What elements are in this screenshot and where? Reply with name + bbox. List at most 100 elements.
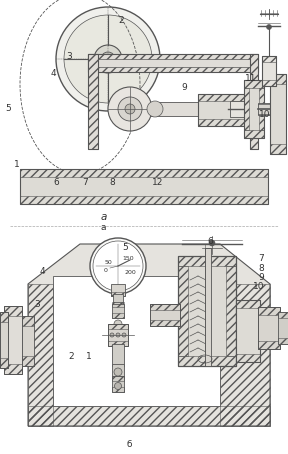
Bar xyxy=(244,80,264,138)
Bar xyxy=(250,54,258,149)
Bar xyxy=(20,169,268,204)
Circle shape xyxy=(201,103,213,115)
Bar xyxy=(112,376,124,392)
Bar xyxy=(113,294,123,306)
Bar xyxy=(111,284,125,296)
Bar xyxy=(250,54,258,149)
Text: а: а xyxy=(101,222,107,232)
Bar xyxy=(112,302,124,307)
Bar xyxy=(178,266,188,356)
Polygon shape xyxy=(28,244,270,426)
Text: 10: 10 xyxy=(253,282,265,291)
Bar xyxy=(22,316,34,366)
Circle shape xyxy=(101,52,115,66)
Bar xyxy=(205,248,211,366)
Bar xyxy=(270,144,286,154)
Bar xyxy=(112,376,124,381)
Text: 2: 2 xyxy=(118,16,124,25)
Circle shape xyxy=(108,87,152,131)
Bar xyxy=(112,387,124,392)
Text: 0: 0 xyxy=(104,267,108,272)
Circle shape xyxy=(118,97,142,121)
Bar xyxy=(258,103,270,115)
Circle shape xyxy=(114,368,122,376)
Circle shape xyxy=(110,333,114,337)
Bar xyxy=(259,88,264,130)
Text: 10: 10 xyxy=(259,110,270,119)
Bar xyxy=(270,74,286,84)
Text: 200: 200 xyxy=(124,270,136,275)
Bar xyxy=(22,356,34,366)
Bar xyxy=(230,101,260,117)
Bar xyxy=(4,306,22,316)
Bar xyxy=(20,169,268,177)
Bar xyxy=(198,94,246,101)
Circle shape xyxy=(115,383,122,390)
Bar xyxy=(178,256,236,266)
Bar xyxy=(178,256,236,366)
Bar xyxy=(28,284,53,426)
Bar xyxy=(236,300,260,362)
Bar xyxy=(22,316,34,326)
Bar xyxy=(236,300,260,308)
Text: 3: 3 xyxy=(34,300,40,309)
Bar xyxy=(220,284,270,426)
Bar xyxy=(112,364,124,378)
Bar xyxy=(150,304,180,310)
Text: 150: 150 xyxy=(122,256,134,261)
Bar xyxy=(113,302,123,306)
Bar xyxy=(236,354,260,362)
Bar xyxy=(262,56,276,86)
Circle shape xyxy=(114,320,122,328)
Text: 1: 1 xyxy=(14,160,20,169)
Circle shape xyxy=(90,238,146,294)
Text: 7: 7 xyxy=(259,254,264,263)
Bar xyxy=(244,130,264,138)
Text: 8: 8 xyxy=(109,178,115,187)
Bar xyxy=(88,67,258,72)
Bar xyxy=(4,364,22,374)
Text: 6: 6 xyxy=(207,237,213,246)
Text: 9: 9 xyxy=(181,83,187,92)
Bar xyxy=(198,94,246,126)
Bar xyxy=(0,0,288,224)
Text: 50: 50 xyxy=(104,260,112,265)
Bar xyxy=(150,304,180,326)
Bar xyxy=(258,307,280,349)
Text: 3: 3 xyxy=(66,52,72,61)
Bar xyxy=(150,102,215,116)
Text: 6: 6 xyxy=(53,178,59,187)
Bar xyxy=(258,341,280,349)
Circle shape xyxy=(122,333,126,337)
Circle shape xyxy=(64,15,152,103)
Bar xyxy=(258,307,280,315)
Text: 5: 5 xyxy=(122,243,128,252)
Text: 8: 8 xyxy=(259,264,264,273)
Bar xyxy=(108,324,128,346)
Circle shape xyxy=(125,104,135,114)
Bar xyxy=(278,312,288,344)
Text: 12: 12 xyxy=(152,178,164,187)
Text: 7: 7 xyxy=(82,178,88,187)
Bar xyxy=(0,312,8,368)
Bar xyxy=(278,312,288,318)
Bar xyxy=(108,341,128,346)
Circle shape xyxy=(56,7,160,111)
Text: б: б xyxy=(127,439,132,449)
Bar xyxy=(112,313,124,318)
Bar xyxy=(88,54,98,149)
Bar xyxy=(278,338,288,344)
Bar xyxy=(0,312,8,322)
Bar xyxy=(88,54,98,149)
Bar xyxy=(262,80,276,86)
Circle shape xyxy=(266,25,272,30)
Circle shape xyxy=(209,240,215,246)
Text: 5: 5 xyxy=(5,104,11,114)
Bar xyxy=(0,358,8,368)
Circle shape xyxy=(147,101,163,117)
Circle shape xyxy=(116,333,120,337)
Bar xyxy=(4,306,22,374)
Bar xyxy=(244,88,249,130)
Text: 4: 4 xyxy=(50,69,56,78)
Bar xyxy=(270,74,286,154)
